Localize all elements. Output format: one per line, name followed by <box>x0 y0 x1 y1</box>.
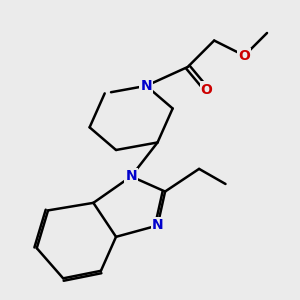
Text: O: O <box>201 82 213 97</box>
Text: N: N <box>140 79 152 93</box>
Text: N: N <box>125 169 137 183</box>
Text: O: O <box>238 49 250 63</box>
Text: N: N <box>152 218 164 233</box>
